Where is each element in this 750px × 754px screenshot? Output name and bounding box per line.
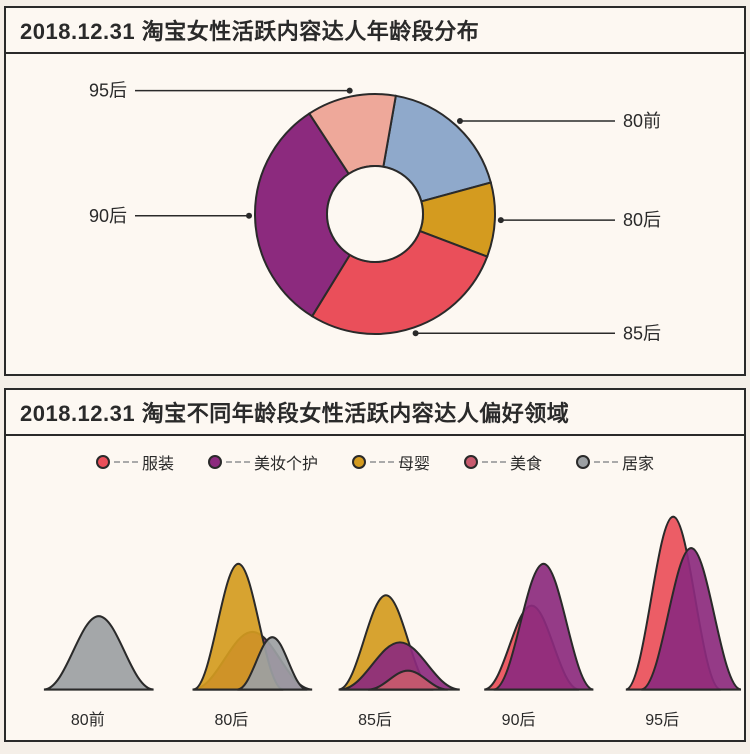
x-label: 85后 [358,706,392,730]
legend-label: 居家 [622,450,654,474]
legend-label: 母婴 [398,450,430,474]
legend-label: 美食 [510,450,542,474]
slice-label: 80前 [623,111,661,131]
legend-swatch [208,455,222,469]
legend: 服装 美妆个护 母婴 美食 居家 [6,436,744,480]
legend-swatch [576,455,590,469]
x-label: 80后 [214,706,248,730]
ridge-hump [44,616,154,689]
legend-item: 居家 [576,450,654,474]
legend-swatch [464,455,478,469]
x-label: 90后 [502,706,536,730]
legend-item: 服装 [96,450,174,474]
slice-label: 80后 [623,210,661,230]
donut-svg: 80前 80后 85后 90后 95后 [0,44,750,384]
legend-swatch [96,455,110,469]
legend-label: 美妆个护 [254,450,318,474]
donut-chart: 80前 80后 85后 90后 95后 [6,54,744,374]
slice-label: 90后 [89,206,127,226]
legend-item: 美妆个护 [208,450,318,474]
legend-item: 母婴 [352,450,430,474]
x-label: 95后 [645,706,679,730]
legend-label: 服装 [142,450,174,474]
x-axis-labels: 80前 80后 85后 90后 95后 [6,700,744,746]
preference-panel: 2018.12.31 淘宝不同年龄段女性活跃内容达人偏好领域 服装 美妆个护 母婴 美… [4,388,746,742]
ridge-svg [6,480,744,700]
legend-swatch [352,455,366,469]
slice-label: 85后 [623,323,661,343]
slice-label: 95后 [89,81,127,101]
legend-item: 美食 [464,450,542,474]
age-distribution-panel: 2018.12.31 淘宝女性活跃内容达人年龄段分布 80前80后85后90后9… [4,6,746,376]
x-label: 80前 [71,706,105,730]
ridge-chart: 80前 80后 85后 90后 95后 [6,480,744,740]
ridge-hump [494,564,594,690]
panel-title: 2018.12.31 淘宝不同年龄段女性活跃内容达人偏好领域 [6,390,744,436]
